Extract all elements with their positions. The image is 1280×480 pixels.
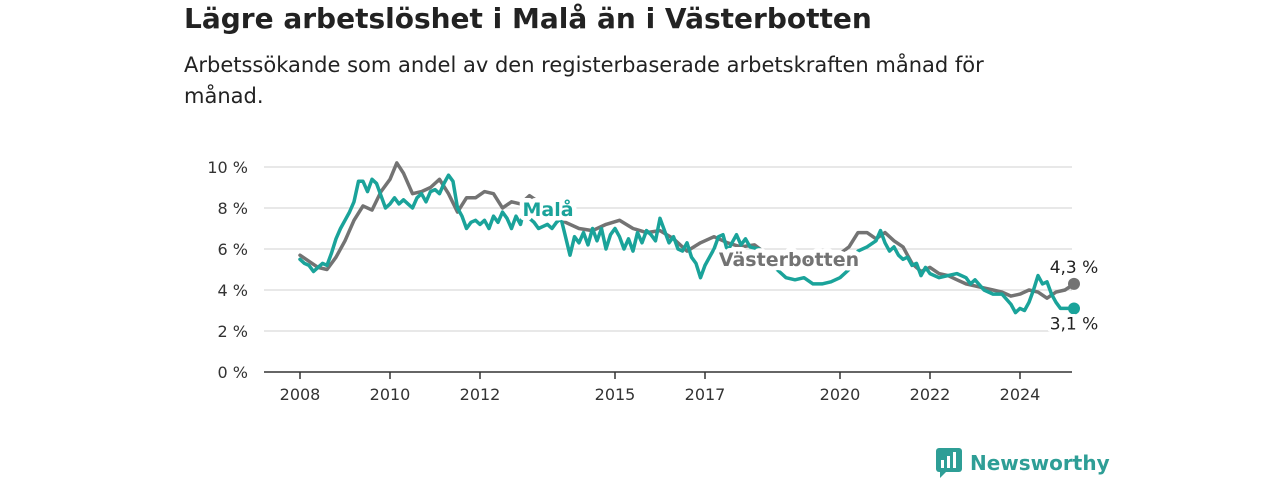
chart-title: Lägre arbetslöshet i Malå än i Västerbot… [184, 2, 872, 35]
x-tick-label: 2012 [460, 385, 501, 404]
chart-subtitle: Arbetssökande som andel av den registerb… [184, 53, 984, 108]
y-tick-label: 10 % [207, 158, 248, 177]
x-tick-label: 2010 [370, 385, 411, 404]
x-tick-label: 2022 [910, 385, 951, 404]
series-line-vasterbotten [298, 161, 1076, 300]
end-label-vasterbotten: 4,3 % [1050, 258, 1099, 278]
end-point-vasterbotten [1068, 277, 1080, 290]
x-tick-label: 2024 [1000, 385, 1041, 404]
x-tick-label: 2015 [595, 385, 636, 404]
y-tick-label: 2 % [218, 322, 248, 341]
end-point-mala [1068, 302, 1080, 315]
y-tick-label: 8 % [218, 199, 248, 218]
series-label-vasterbotten: Västerbotten [719, 249, 859, 271]
chart-logo-icon [936, 448, 962, 478]
newsworthy-logo: Newsworthy [936, 448, 1110, 478]
y-tick-label: 0 % [218, 363, 248, 382]
y-tick-label: 6 % [218, 240, 248, 259]
x-tick-label: 2017 [685, 385, 726, 404]
line-chart: 0 % 2 % 4 % 6 % 8 % 10 % 2008 2010 2012 2015 2017 2… [207, 158, 1099, 404]
end-label-mala: 3,1 % [1050, 314, 1099, 334]
series-line-mala [298, 173, 1076, 315]
x-tick-label: 2008 [280, 385, 321, 404]
y-tick-label: 4 % [218, 281, 248, 300]
series-label-mala: Malå [522, 197, 573, 221]
x-tick-label: 2020 [820, 385, 861, 404]
brand-name: Newsworthy [970, 451, 1110, 475]
